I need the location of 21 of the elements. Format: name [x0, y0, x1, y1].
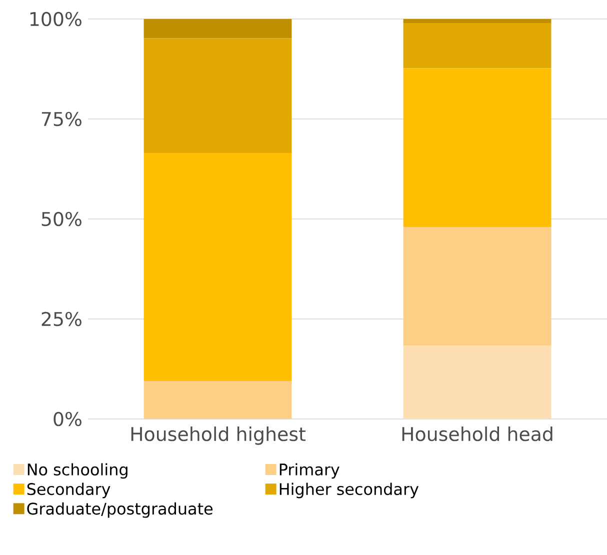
- y-tick-label: 100%: [30, 12, 82, 26]
- legend-label: No schooling: [28, 463, 128, 479]
- legend-label: Secondary: [27, 482, 110, 498]
- bar: [144, 381, 292, 419]
- y-tick-label: 50%: [42, 212, 82, 226]
- legend-label: Higher secondary: [280, 482, 419, 498]
- x-tick-label: Household highest: [131, 426, 306, 445]
- bar: [403, 68, 552, 227]
- y-tick-label: 25%: [42, 312, 82, 326]
- bar: [403, 226, 552, 346]
- legend-label: Graduate/postgraduate: [27, 502, 213, 518]
- bar: [144, 38, 292, 153]
- bar: [144, 152, 292, 381]
- bar: [144, 18, 292, 38]
- y-tick-label: 0%: [54, 412, 82, 426]
- legend-label: Primary: [280, 463, 340, 479]
- x-tick-label: Household head: [402, 426, 552, 442]
- bar: [403, 346, 552, 419]
- y-tick-label: 75%: [42, 112, 82, 126]
- bar: [403, 18, 552, 23]
- bar: [403, 22, 552, 68]
